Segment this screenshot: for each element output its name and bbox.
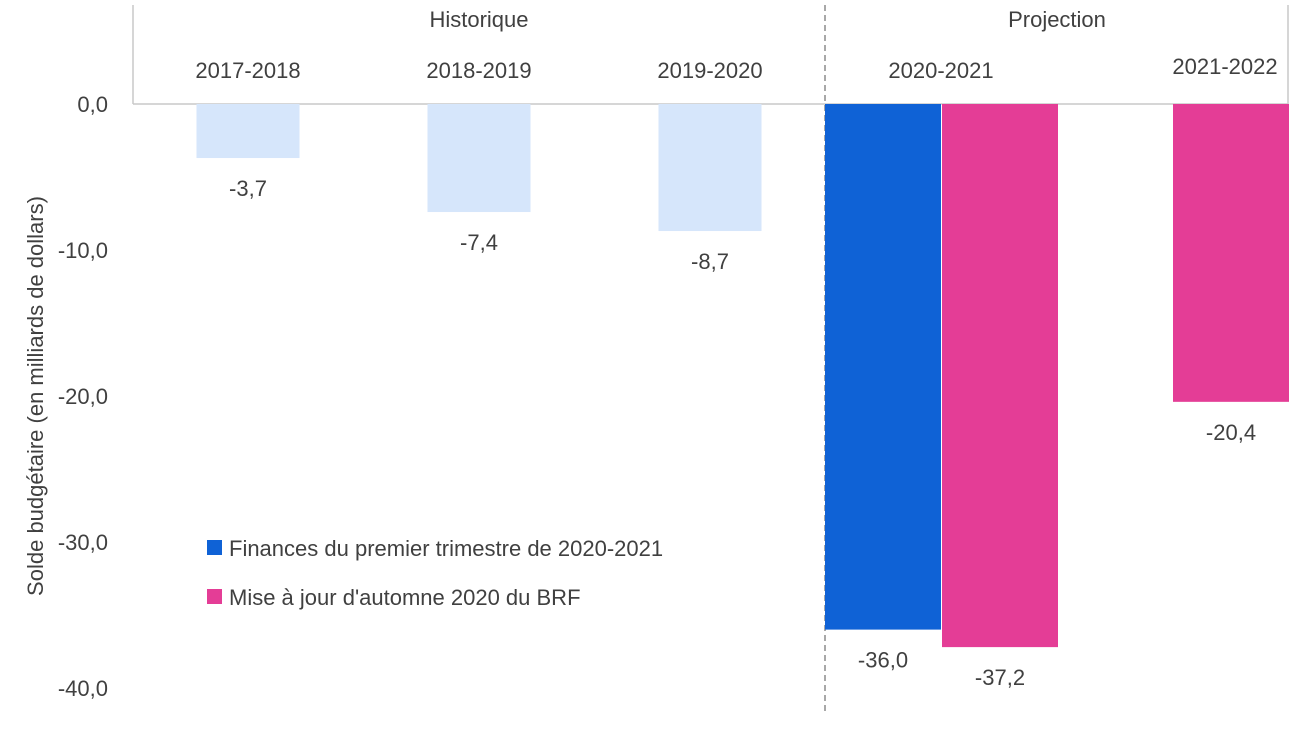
data-label: -20,4	[1206, 420, 1256, 445]
legend-swatch-mise-a-jour-automne	[207, 589, 222, 604]
legend-label: Finances du premier trimestre de 2020-20…	[229, 536, 663, 561]
y-tick-label: -20,0	[58, 384, 108, 409]
data-label: -8,7	[691, 249, 729, 274]
section-label-historique: Historique	[429, 7, 528, 32]
historical-bar-2017-2018	[196, 104, 300, 159]
series-bar-premier-trimestre-2020-2021	[825, 104, 941, 630]
series-bar-mise-a-jour-automne-2020-2021	[942, 104, 1058, 648]
y-tick-label: 0,0	[77, 92, 108, 117]
category-label-2018-2019: 2018-2019	[426, 58, 531, 83]
category-label-2020-2021: 2020-2021	[888, 58, 993, 83]
historical-bar-2019-2020	[658, 104, 762, 232]
y-tick-label: -10,0	[58, 238, 108, 263]
data-label: -3,7	[229, 176, 267, 201]
y-axis-title: Solde budgétaire (en milliards de dollar…	[23, 196, 48, 596]
category-label-2021-2022: 2021-2022	[1172, 54, 1277, 79]
y-tick-label: -40,0	[58, 676, 108, 701]
legend-label: Mise à jour d'automne 2020 du BRF	[229, 585, 581, 610]
legend-swatch-premier-trimestre	[207, 540, 222, 555]
category-label-2019-2020: 2019-2020	[657, 58, 762, 83]
historical-bar-2018-2019	[427, 104, 531, 213]
category-label-2017-2018: 2017-2018	[195, 58, 300, 83]
series-bar-mise-a-jour-automne-2021-2022	[1173, 104, 1289, 402]
data-label: -37,2	[975, 665, 1025, 690]
section-label-projection: Projection	[1008, 7, 1106, 32]
y-tick-label: -30,0	[58, 530, 108, 555]
data-label: -7,4	[460, 230, 498, 255]
data-label: -36,0	[858, 648, 908, 673]
